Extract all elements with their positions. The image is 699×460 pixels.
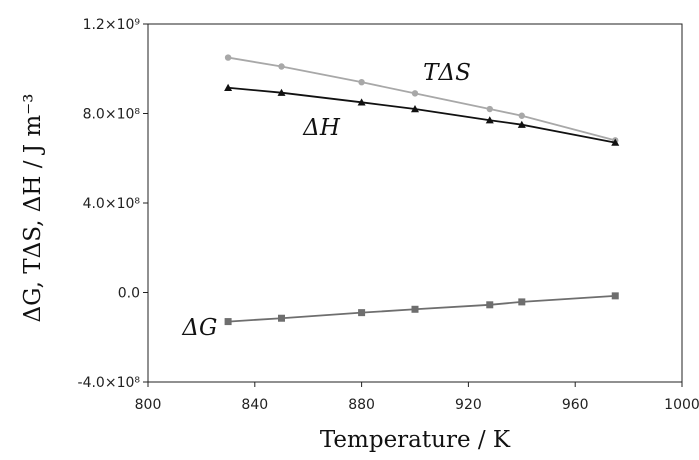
series-label: ΔH	[302, 115, 341, 141]
series-label: ΔG	[181, 315, 217, 341]
data-point	[277, 88, 286, 96]
y-tick-label: 1.2×10⁹	[83, 17, 141, 33]
tick-labels: 800 840 880 920 960 1000 -4.0×10⁸ 0.0 4.0×10⁸ 8.0…	[78, 17, 699, 413]
x-tick-label: 800	[135, 397, 162, 413]
data-point	[411, 105, 419, 113]
y-axis-title: ΔG, TΔS, ΔH / J m⁻³	[20, 93, 46, 322]
x-tick-label: 880	[348, 397, 375, 413]
data-point	[517, 120, 526, 128]
data-point	[278, 314, 285, 322]
series-layer	[224, 54, 620, 326]
series-labels: TΔS ΔH ΔG	[181, 60, 470, 341]
series-label: TΔS	[423, 60, 471, 86]
x-tick-label: 960	[562, 397, 589, 413]
series-circle	[224, 54, 619, 144]
series-line	[227, 56, 616, 142]
y-tick-label: 0.0	[118, 286, 140, 302]
data-point	[611, 138, 620, 146]
data-point	[518, 112, 525, 119]
data-point	[518, 298, 526, 306]
data-point	[278, 63, 285, 70]
axes	[143, 23, 683, 387]
data-point	[486, 301, 494, 309]
data-point	[358, 78, 365, 86]
x-tick-label: 840	[241, 397, 268, 413]
x-tick-label: 920	[455, 397, 482, 413]
x-tick-label: 1000	[664, 397, 699, 413]
data-point	[411, 90, 419, 97]
y-tick-label: 4.0×10⁸	[83, 196, 141, 212]
y-tick-label: 8.0×10⁸	[83, 107, 141, 123]
data-point	[611, 292, 619, 300]
data-point	[224, 54, 232, 61]
y-tick-label: -4.0×10⁸	[78, 375, 141, 391]
data-point	[224, 318, 232, 326]
data-point	[224, 83, 233, 91]
series-line	[228, 294, 616, 323]
x-axis-title: Temperature / K	[320, 427, 511, 453]
data-point	[486, 105, 493, 113]
data-point	[358, 309, 366, 317]
plot-frame	[147, 23, 683, 383]
series-line	[228, 86, 616, 144]
data-point	[357, 98, 366, 106]
series-triangle	[224, 83, 620, 146]
data-point	[411, 305, 419, 313]
series-square	[224, 292, 619, 326]
data-point	[485, 116, 494, 124]
